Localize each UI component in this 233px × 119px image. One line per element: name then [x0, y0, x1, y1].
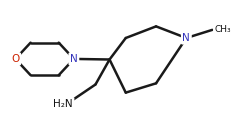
Text: N: N	[70, 54, 78, 64]
Text: H₂N: H₂N	[53, 99, 73, 109]
Text: O: O	[11, 54, 20, 64]
Text: CH₃: CH₃	[214, 25, 231, 34]
Text: N: N	[182, 33, 190, 43]
